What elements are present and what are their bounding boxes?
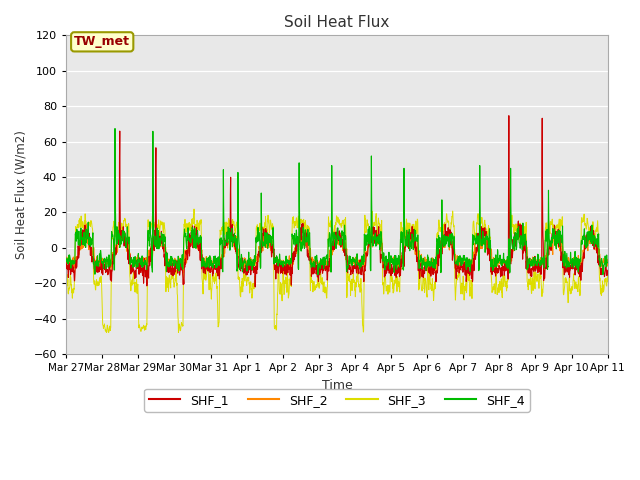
Text: TW_met: TW_met <box>74 36 130 48</box>
Legend: SHF_1, SHF_2, SHF_3, SHF_4: SHF_1, SHF_2, SHF_3, SHF_4 <box>144 389 530 412</box>
Title: Soil Heat Flux: Soil Heat Flux <box>284 15 390 30</box>
Y-axis label: Soil Heat Flux (W/m2): Soil Heat Flux (W/m2) <box>15 130 28 259</box>
X-axis label: Time: Time <box>321 379 352 392</box>
